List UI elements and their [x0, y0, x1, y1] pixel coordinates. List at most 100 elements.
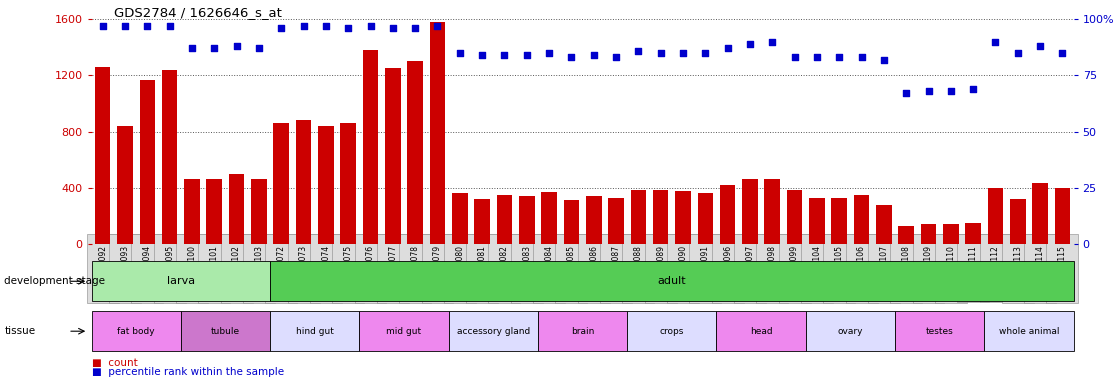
- Bar: [564, 200, 579, 244]
- Point: [362, 23, 379, 29]
- Text: whole animal: whole animal: [999, 327, 1059, 336]
- Bar: [407, 61, 423, 244]
- Point: [629, 48, 647, 54]
- Point: [875, 56, 893, 63]
- Point: [696, 50, 714, 56]
- Point: [183, 45, 201, 51]
- Text: mid gut: mid gut: [386, 327, 422, 336]
- Text: ■  percentile rank within the sample: ■ percentile rank within the sample: [92, 367, 283, 377]
- Bar: [95, 67, 110, 244]
- Point: [94, 23, 112, 29]
- Bar: [1032, 184, 1048, 244]
- Text: accessory gland: accessory gland: [456, 327, 530, 336]
- Bar: [296, 120, 311, 244]
- Bar: [385, 68, 401, 244]
- Text: GDS2784 / 1626646_s_at: GDS2784 / 1626646_s_at: [114, 6, 281, 19]
- Point: [763, 39, 781, 45]
- Bar: [653, 190, 668, 244]
- Point: [295, 23, 312, 29]
- Point: [451, 50, 469, 56]
- Bar: [921, 224, 936, 244]
- Bar: [876, 205, 892, 244]
- Text: development stage: development stage: [4, 276, 106, 286]
- Point: [272, 25, 290, 31]
- Point: [674, 50, 692, 56]
- Bar: [273, 123, 289, 244]
- Text: hind gut: hind gut: [296, 327, 334, 336]
- Point: [518, 52, 536, 58]
- Bar: [251, 179, 267, 244]
- Bar: [497, 195, 512, 244]
- Bar: [140, 79, 155, 244]
- Text: adult: adult: [657, 276, 686, 286]
- Point: [228, 43, 246, 49]
- Point: [161, 23, 179, 29]
- Point: [205, 45, 223, 51]
- Point: [250, 45, 268, 51]
- Point: [741, 41, 759, 47]
- Point: [138, 23, 156, 29]
- Point: [406, 25, 424, 31]
- Bar: [988, 188, 1003, 244]
- Bar: [206, 179, 222, 244]
- Point: [652, 50, 670, 56]
- Bar: [184, 179, 200, 244]
- Point: [808, 54, 826, 60]
- Text: ■  count: ■ count: [92, 358, 137, 368]
- Point: [116, 23, 134, 29]
- Bar: [340, 123, 356, 244]
- Bar: [943, 224, 959, 244]
- Text: tubule: tubule: [211, 327, 240, 336]
- Bar: [675, 191, 691, 244]
- Bar: [229, 174, 244, 244]
- Point: [964, 86, 982, 92]
- Bar: [764, 179, 780, 244]
- Bar: [831, 197, 847, 244]
- Bar: [608, 197, 624, 244]
- Bar: [430, 22, 445, 244]
- Point: [853, 54, 870, 60]
- Bar: [742, 179, 758, 244]
- Bar: [1010, 199, 1026, 244]
- Bar: [1055, 188, 1070, 244]
- Bar: [898, 225, 914, 244]
- Point: [1031, 43, 1049, 49]
- Point: [786, 54, 804, 60]
- Point: [987, 39, 1004, 45]
- Bar: [519, 196, 535, 244]
- Point: [1009, 50, 1027, 56]
- Point: [585, 52, 603, 58]
- Bar: [474, 199, 490, 244]
- Point: [384, 25, 402, 31]
- Point: [339, 25, 357, 31]
- Point: [920, 88, 937, 94]
- Point: [429, 23, 446, 29]
- Bar: [720, 185, 735, 244]
- Text: head: head: [750, 327, 772, 336]
- Bar: [452, 193, 468, 244]
- Point: [562, 54, 580, 60]
- Bar: [586, 196, 602, 244]
- Text: tissue: tissue: [4, 326, 36, 336]
- Point: [942, 88, 960, 94]
- Bar: [809, 197, 825, 244]
- Text: ovary: ovary: [838, 327, 863, 336]
- Bar: [854, 195, 869, 244]
- Point: [540, 50, 558, 56]
- Bar: [363, 50, 378, 244]
- Point: [719, 45, 737, 51]
- Point: [317, 23, 335, 29]
- Point: [1054, 50, 1071, 56]
- Point: [496, 52, 513, 58]
- Text: fat body: fat body: [117, 327, 155, 336]
- Text: testes: testes: [926, 327, 953, 336]
- Text: larva: larva: [166, 276, 195, 286]
- Point: [607, 54, 625, 60]
- Bar: [965, 223, 981, 244]
- Bar: [318, 126, 334, 244]
- Point: [897, 90, 915, 96]
- Bar: [787, 190, 802, 244]
- Point: [473, 52, 491, 58]
- Bar: [698, 193, 713, 244]
- Bar: [631, 190, 646, 244]
